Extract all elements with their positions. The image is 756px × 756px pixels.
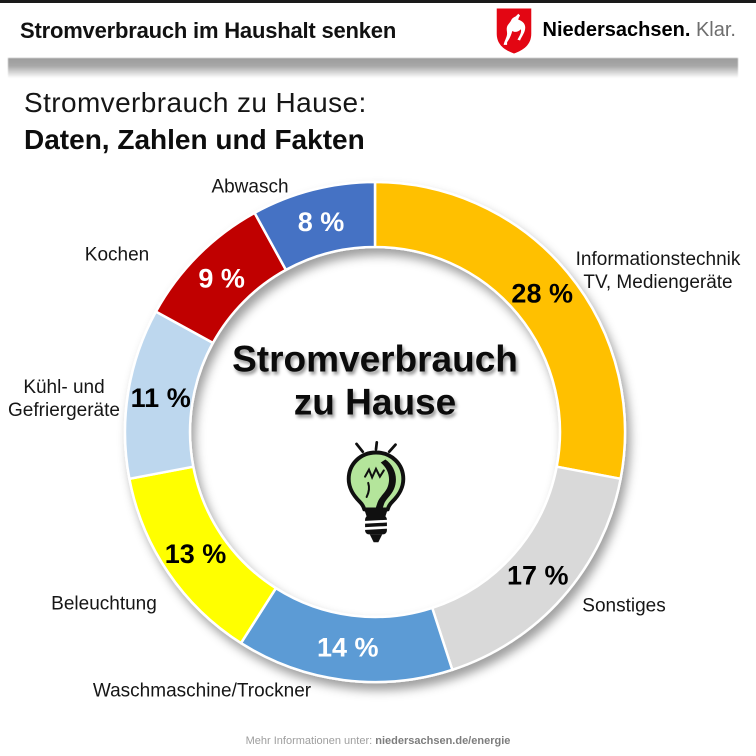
donut-ring xyxy=(123,180,627,684)
brand-wordmark: Niedersachsen. Klar. xyxy=(543,19,736,42)
brand-name: Niedersachsen. xyxy=(542,19,691,41)
segment-label-kuehl-gefriergeraete: Kühl- und Gefriergeräte xyxy=(8,376,120,422)
donut-segment-0 xyxy=(373,180,627,481)
footer-link: niedersachsen.de/energie xyxy=(375,735,511,747)
niedersachsen-coat-of-arms-icon xyxy=(496,8,531,53)
donut-value-label-0: 28 % xyxy=(511,279,573,309)
page-title-line1: Stromverbrauch zu Hause: xyxy=(24,87,367,118)
segment-label-informationstechnik: Informationstechnik TV, Mediengeräte xyxy=(576,248,741,294)
top-border-rule xyxy=(0,0,756,3)
footer-prefix: Mehr Informationen unter: xyxy=(245,735,373,747)
page-title: Stromverbrauch zu Hause: Daten, Zahlen u… xyxy=(24,84,367,158)
header-bar: Stromverbrauch im Haushalt senken Nieder… xyxy=(0,3,756,58)
segment-label-sonstiges: Sonstiges xyxy=(582,595,666,617)
header-title: Stromverbrauch im Haushalt senken xyxy=(20,17,397,43)
segment-label-waschmaschine-trockner: Waschmaschine/Trockner xyxy=(92,680,312,702)
chart-center-title: Stromverbrauch zu Hause xyxy=(232,338,518,425)
donut-value-label-3: 13 % xyxy=(165,539,227,569)
segment-label-beleuchtung: Beleuchtung xyxy=(51,593,157,615)
donut-value-label-6: 8 % xyxy=(298,207,345,237)
donut-value-labels: 28 % 17 % 14 % 13 % 11 % 9 % 8 % xyxy=(131,207,573,662)
segment-label-informationstechnik-line2: TV, Mediengeräte xyxy=(583,272,733,293)
niedersachsen-logo: Niedersachsen. Klar. xyxy=(495,7,736,55)
donut-value-label-5: 9 % xyxy=(198,264,245,294)
donut-value-label-4: 11 % xyxy=(131,383,191,413)
chart-center-title-line1: Stromverbrauch xyxy=(232,338,518,380)
segment-label-abwasch: Abwasch xyxy=(211,176,289,198)
header-shadow xyxy=(8,58,738,78)
brand-claim: Klar. xyxy=(695,19,736,41)
footer-note: Mehr Informationen unter: niedersachsen.… xyxy=(0,735,756,747)
donut-value-label-2: 14 % xyxy=(317,632,379,662)
segment-label-informationstechnik-line1: Informationstechnik xyxy=(575,249,741,270)
chart-center-title-line2: zu Hause xyxy=(293,382,457,423)
page-title-line2: Daten, Zahlen und Fakten xyxy=(24,124,365,155)
segment-label-kuehl-line2: Gefriergeräte xyxy=(8,400,120,421)
donut-value-label-1: 17 % xyxy=(507,561,569,591)
segment-label-kochen: Kochen xyxy=(84,244,150,266)
donut-segment-6 xyxy=(253,180,377,272)
segment-label-kuehl-line1: Kühl- und xyxy=(23,377,105,398)
lightbulb-icon xyxy=(346,441,406,543)
